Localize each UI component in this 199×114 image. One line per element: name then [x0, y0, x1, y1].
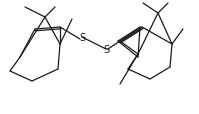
Text: S: S	[103, 45, 109, 54]
Text: S: S	[79, 33, 85, 43]
